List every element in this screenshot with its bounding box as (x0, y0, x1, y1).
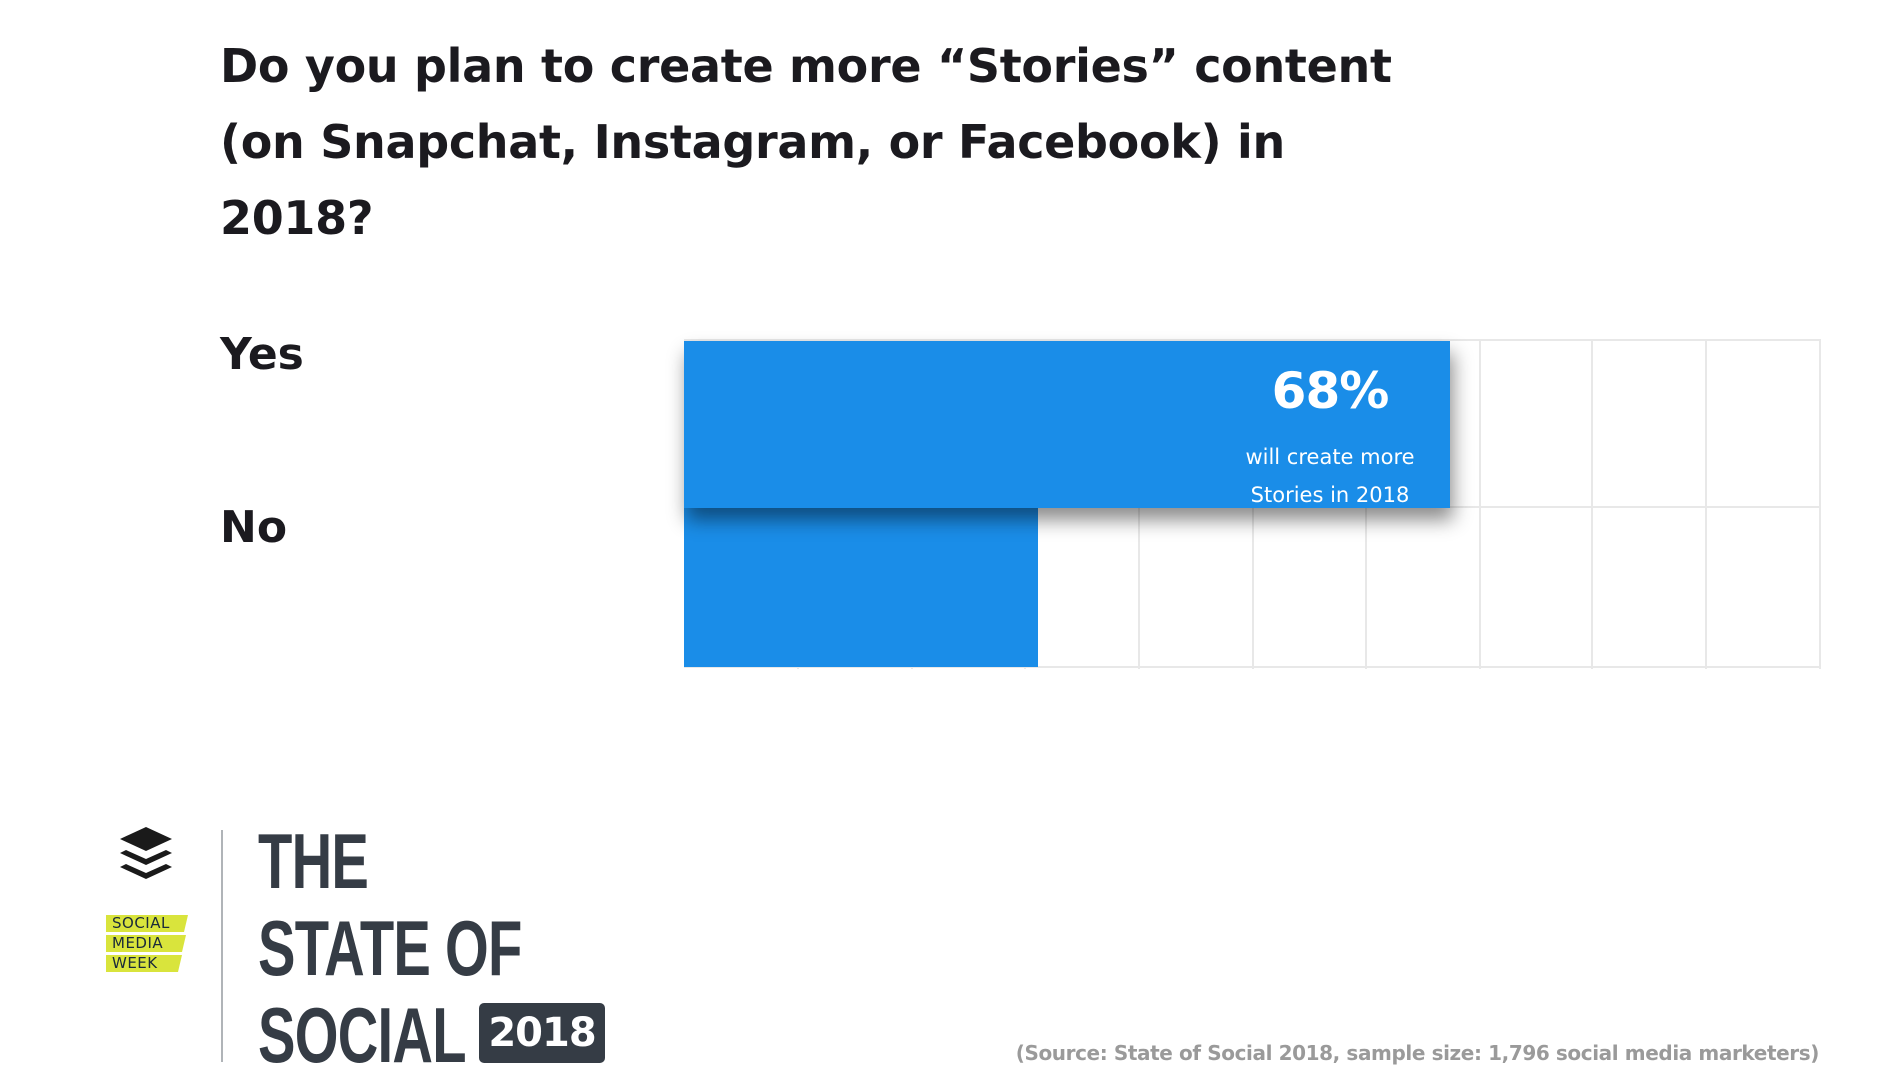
state-of-social-logo: THE STATE OF SOCIAL (258, 818, 522, 1079)
bar-chart: 68% will create more Stories in 2018 (684, 339, 1821, 669)
social-media-week-logo: SOCIAL MEDIA WEEK (106, 915, 188, 975)
callout-text-line-2: Stories in 2018 (1250, 483, 1410, 507)
smw-line-social: SOCIAL (106, 915, 188, 932)
bar-yes: 68% will create more Stories in 2018 (684, 341, 1450, 508)
callout-text-line-1: will create more (1245, 445, 1415, 469)
chart-title: Do you plan to create more “Stories” con… (220, 28, 1520, 256)
chart-title-line-3: 2018? (220, 191, 374, 245)
source-note: (Source: State of Social 2018, sample si… (1015, 1041, 1820, 1065)
category-label-no: No (220, 502, 288, 553)
year-badge: 2018 (479, 1003, 605, 1063)
gridline-70 (1479, 339, 1481, 669)
footer-divider (221, 830, 223, 1062)
callout-text: will create more Stories in 2018 (1230, 429, 1430, 524)
buffer-stack-icon (118, 826, 174, 884)
smw-line-week: WEEK (106, 955, 182, 972)
brand-line-state-of: STATE OF (258, 904, 522, 992)
chart-title-line-1: Do you plan to create more “Stories” con… (220, 39, 1392, 93)
bar-yes-callout: 68% will create more Stories in 2018 (1230, 363, 1430, 524)
chart-title-line-2: (on Snapchat, Instagram, or Facebook) in (220, 115, 1285, 169)
gridline-80 (1591, 339, 1593, 669)
category-label-yes: Yes (220, 329, 304, 380)
smw-line-media: MEDIA (106, 935, 186, 952)
brand-line-the: THE (258, 817, 369, 905)
bar-no (684, 508, 1038, 667)
callout-value: 68% (1271, 362, 1390, 420)
brand-line-social: SOCIAL (258, 991, 467, 1079)
gridline-90 (1705, 339, 1707, 669)
gridline-100 (1819, 339, 1821, 669)
